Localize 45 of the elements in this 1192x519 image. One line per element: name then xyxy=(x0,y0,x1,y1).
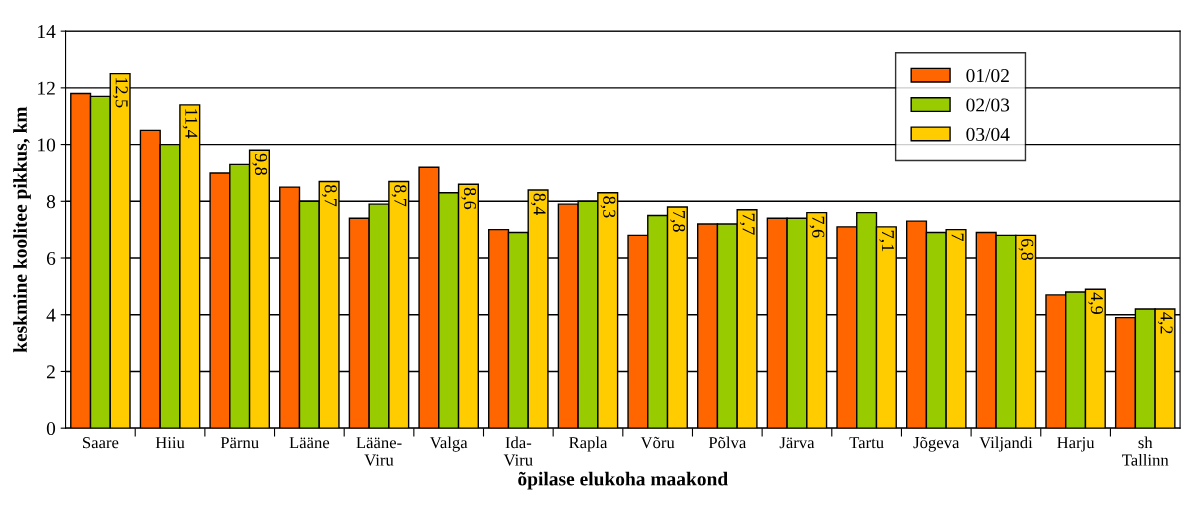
data-label: 12,5 xyxy=(113,78,128,108)
data-label: 7,8 xyxy=(670,211,686,232)
y-tick-label: 12 xyxy=(38,81,55,95)
data-label: 8,6 xyxy=(461,187,477,210)
data-label: 8,4 xyxy=(530,193,546,216)
data-label: 4,9 xyxy=(1088,292,1103,314)
data-label: 7 xyxy=(951,233,964,241)
data-label: 7,1 xyxy=(879,230,894,252)
legend-label: 03/04 xyxy=(966,127,1010,141)
data-label: 7,6 xyxy=(809,216,825,238)
x-axis-title: õpilase elukoha maakond xyxy=(518,471,728,490)
data-label: 8,7 xyxy=(391,184,407,207)
x-tick-label: Tartu xyxy=(849,437,884,449)
legend-label: 01/02 xyxy=(966,69,1009,83)
x-tick-label: Pärnu xyxy=(220,437,259,449)
y-tick-label: 14 xyxy=(38,25,56,38)
x-tick-label: Lääne xyxy=(289,437,330,449)
data-label: 4,2 xyxy=(1157,312,1173,334)
x-tick-label: Ida- Viru xyxy=(503,436,533,466)
x-tick-label: Järva xyxy=(779,437,815,449)
data-label: 11,4 xyxy=(182,109,198,139)
data-label: 8,7 xyxy=(321,184,337,207)
y-tick-label: 2 xyxy=(46,365,55,379)
legend-label: 02/03 xyxy=(966,98,1010,112)
y-axis-title: keskmine koolitee pikkus, km xyxy=(13,106,31,353)
y-tick-label: 4 xyxy=(46,308,56,322)
x-tick-label: Võru xyxy=(640,436,675,449)
y-tick-label: 0 xyxy=(46,421,56,436)
data-label: 9,8 xyxy=(252,153,268,175)
y-tick-label: 8 xyxy=(46,195,56,209)
x-tick-label: sh Tallinn xyxy=(1122,436,1169,466)
x-tick-label: Harju xyxy=(1057,437,1095,452)
x-tick-label: Hiiu xyxy=(155,437,185,449)
x-tick-label: Rapla xyxy=(569,436,608,452)
x-tick-label: Põlva xyxy=(708,436,747,449)
x-tick-label: Viljandi xyxy=(979,436,1033,452)
y-tick-label: 6 xyxy=(46,251,56,265)
x-tick-label: Saare xyxy=(83,437,119,449)
data-label: 7,7 xyxy=(739,213,755,235)
x-tick-label: Jõgeva xyxy=(913,436,960,452)
data-label: 8,3 xyxy=(600,196,616,218)
data-label: 6,8 xyxy=(1018,238,1034,261)
y-tick-label: 10 xyxy=(38,138,56,152)
x-tick-label: Valga xyxy=(429,436,468,452)
x-tick-label: Lääne- Viru xyxy=(356,437,402,466)
